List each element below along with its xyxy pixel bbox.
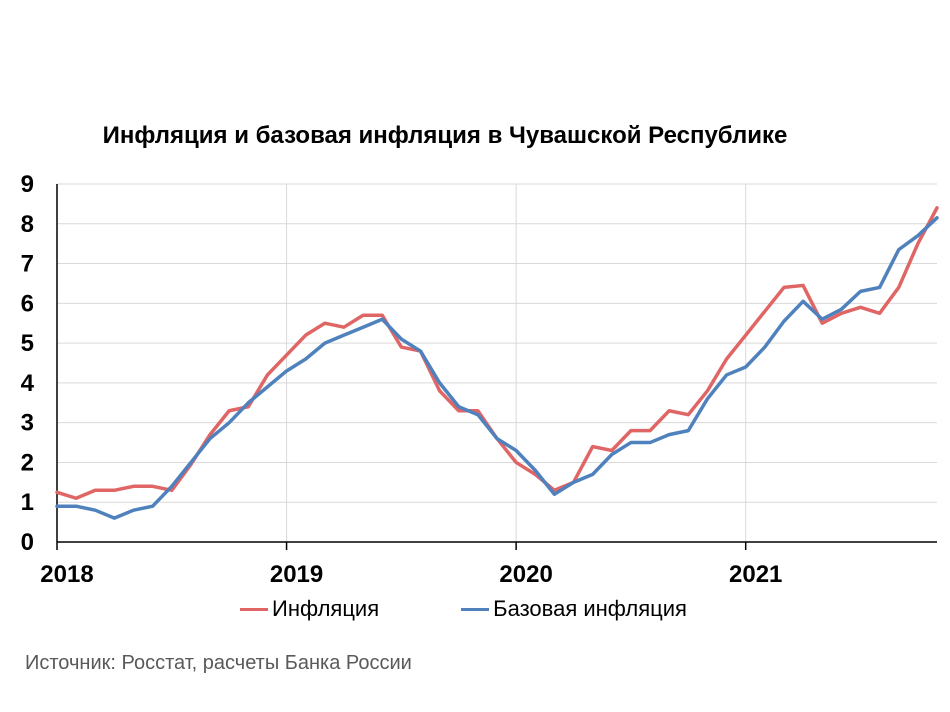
series-layer — [55, 206, 939, 520]
y-tick-label: 7 — [21, 251, 34, 278]
y-tick-label: 2 — [21, 449, 34, 476]
legend: Инфляция Базовая инфляция — [240, 594, 769, 624]
y-tick-label: 6 — [21, 290, 34, 317]
y-tick-label: 1 — [21, 489, 34, 516]
y-tick-label: 8 — [21, 211, 34, 238]
source-note: Источник: Росстат, расчеты Банка России — [25, 652, 412, 674]
y-tick-label: 5 — [21, 330, 34, 357]
x-tick-label: 2021 — [729, 561, 782, 588]
legend-label-inflation: Инфляция — [272, 596, 380, 621]
grid-layer — [57, 183, 937, 542]
legend-item-core-inflation: Базовая инфляция — [461, 596, 687, 622]
series-line-inflation — [55, 206, 939, 500]
legend-swatch-inflation — [240, 607, 268, 611]
legend-swatch-core-inflation — [461, 607, 490, 611]
y-tick-label: 0 — [21, 529, 34, 556]
chart-title: Инфляция и базовая инфляция в Чувашской … — [102, 122, 788, 149]
legend-item-inflation: Инфляция — [240, 596, 379, 622]
x-tick-label: 2020 — [499, 561, 552, 588]
y-tick-label: 3 — [21, 410, 34, 437]
line-chart: 0 1 2 3 4 5 6 7 8 9 2018 2019 2020 2021 — [21, 171, 939, 588]
series-line-core-inflation — [55, 216, 939, 520]
x-tick-label: 2018 — [40, 561, 93, 588]
legend-label-core-inflation: Базовая инфляция — [493, 596, 687, 621]
axis-layer: 0 1 2 3 4 5 6 7 8 9 2018 2019 2020 2021 — [21, 171, 937, 588]
y-tick-label: 4 — [21, 370, 35, 397]
y-tick-label: 9 — [21, 171, 34, 198]
x-tick-label: 2019 — [270, 561, 323, 588]
